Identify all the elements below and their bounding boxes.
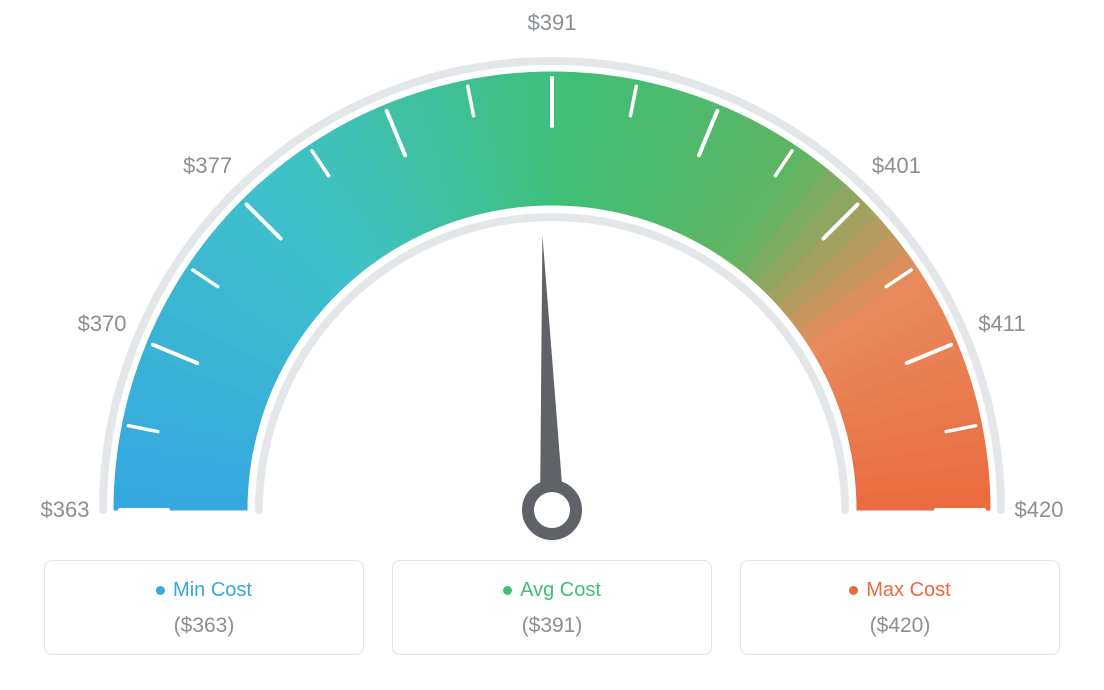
gauge-tick-label: $411 <box>978 311 1025 337</box>
gauge-tick-label: $370 <box>78 311 127 337</box>
legend-title-min: Min Cost <box>156 579 252 602</box>
dot-icon <box>849 586 858 595</box>
legend-label: Min Cost <box>173 579 252 602</box>
gauge-svg <box>0 0 1104 560</box>
legend-title-max: Max Cost <box>849 579 950 602</box>
legend-value-avg: ($391) <box>403 614 701 638</box>
legend-title-avg: Avg Cost <box>503 579 601 602</box>
legend-label: Max Cost <box>866 579 950 602</box>
gauge-chart: $363 $370 $377 $391 $401 $411 $420 <box>0 0 1104 560</box>
dot-icon <box>156 586 165 595</box>
gauge-tick-label: $363 <box>41 497 90 523</box>
gauge-tick-label: $391 <box>528 10 577 36</box>
gauge-tick-label: $377 <box>183 153 232 179</box>
legend-card-avg: Avg Cost ($391) <box>392 560 712 655</box>
legend-value-max: ($420) <box>751 614 1049 638</box>
dot-icon <box>503 586 512 595</box>
legend-label: Avg Cost <box>520 579 601 602</box>
legend-value-min: ($363) <box>55 614 353 638</box>
legend-row: Min Cost ($363) Avg Cost ($391) Max Cost… <box>0 560 1104 685</box>
legend-card-min: Min Cost ($363) <box>44 560 364 655</box>
gauge-tick-label: $401 <box>872 153 921 179</box>
gauge-tick-label: $420 <box>1015 497 1064 523</box>
legend-card-max: Max Cost ($420) <box>740 560 1060 655</box>
